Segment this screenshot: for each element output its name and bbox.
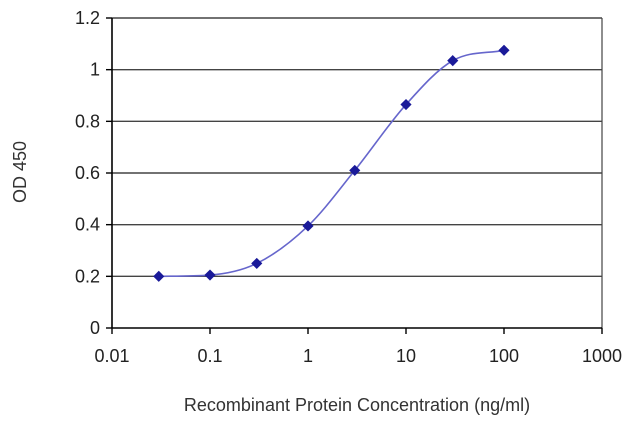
data-point [302,220,314,232]
data-point [400,98,412,111]
y-tick-label: 0.8 [75,111,100,131]
x-axis-title: Recombinant Protein Concentration (ng/ml… [184,395,530,415]
curve-layer [158,49,505,278]
x-tick-label: 1 [303,346,313,366]
x-tick-label: 1000 [582,346,622,366]
data-point [349,164,361,176]
y-tick-label: 0.2 [75,266,100,286]
x-tick-label: 10 [396,346,416,366]
data-point [447,55,459,67]
x-tick-label: 0.01 [94,346,129,366]
point-layer [153,44,510,282]
y-tick-label: 0.4 [75,215,100,235]
series-curve [158,49,505,278]
x-tick-label: 0.1 [197,346,222,366]
data-point [498,44,510,56]
data-point [153,270,165,282]
grid-layer [112,17,602,278]
y-tick-label: 1 [90,60,100,80]
y-tick-label: 0 [90,318,100,338]
x-tick-label: 100 [489,346,519,366]
axis-layer [106,17,603,334]
y-tick-label: 1.2 [75,8,100,28]
label-layer: 0 0.2 0.4 0.6 0.8 1 1.2 0.01 0.1 1 10 100 1000 [75,8,622,366]
y-tick-label: 0.6 [75,163,100,183]
data-point [251,257,263,269]
data-point [204,269,216,281]
y-axis-title: OD 450 [10,141,30,203]
